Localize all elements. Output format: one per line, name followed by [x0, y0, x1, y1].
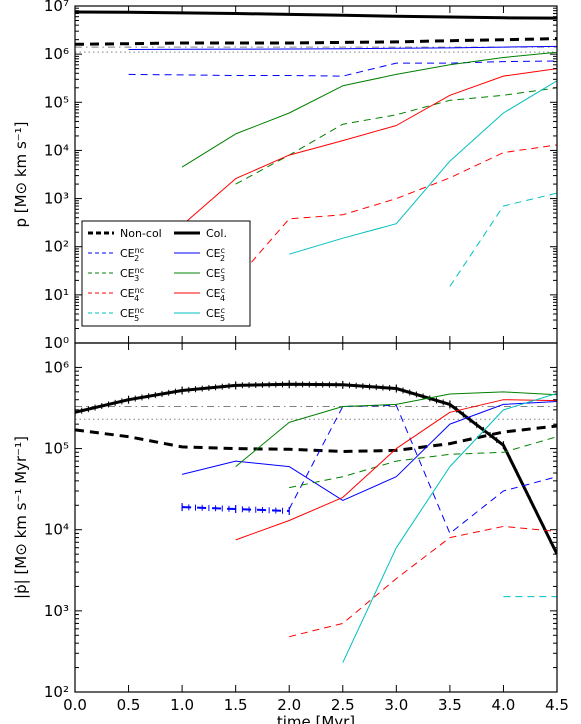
series-ce4c	[181, 68, 557, 226]
series-ce4nc	[289, 525, 557, 638]
legend-label: CEc 3	[206, 266, 225, 283]
series-line	[181, 68, 557, 226]
series-ce2nc-early	[181, 503, 290, 516]
series-line	[288, 404, 557, 534]
legend-label: CEc 5	[206, 306, 225, 323]
series-line	[75, 37, 557, 46]
y-tick-label: 10²	[44, 683, 69, 701]
x-tick-label: 0.0	[63, 696, 87, 714]
series-line	[289, 80, 557, 255]
series-line	[75, 10, 557, 20]
legend-label: CEnc 2	[120, 246, 144, 263]
series-non-col	[75, 37, 557, 46]
y-tick-label: 10⁴	[44, 141, 69, 159]
x-tick-label: 1.5	[224, 696, 248, 714]
y-tick-label: 10⁰	[44, 334, 69, 352]
series-line	[449, 192, 557, 287]
y-axis-label: |ṗ| [M⊙ km s⁻¹ Myr⁻¹]	[12, 436, 30, 599]
x-tick-label: 4.0	[492, 696, 516, 714]
y-tick-label: 10⁵	[44, 93, 69, 111]
series-line	[235, 144, 557, 281]
y-tick-label: 10²	[44, 238, 69, 256]
series-col-	[75, 10, 557, 20]
series-ce4nc	[235, 144, 557, 281]
series-ce5c	[289, 80, 557, 255]
legend-label: Non-col	[120, 227, 162, 240]
series-line	[75, 424, 557, 453]
x-tick-label: 0.5	[117, 696, 141, 714]
legend-label: CEnc 4	[120, 286, 144, 303]
y-tick-label: 10³	[44, 190, 69, 208]
series-ce2c	[181, 401, 557, 501]
series-line	[235, 399, 557, 541]
y-tick-label: 10³	[44, 602, 69, 620]
top-panel: 10⁰ 10¹ 10² 10³ 10⁴ 10⁵ 10⁶ 10⁷ p [M⊙ km s⁻¹] Non…	[12, 0, 558, 352]
series-line	[289, 436, 557, 489]
series-line	[289, 525, 557, 638]
series-line	[75, 382, 557, 555]
y-tick-label: 10⁶	[44, 358, 69, 376]
x-tick-label: 4.5	[545, 696, 569, 714]
series-ce3nc	[289, 436, 557, 489]
y-tick-label: 10⁵	[44, 440, 69, 458]
series-ce2c	[128, 45, 557, 50]
legend-label: CEnc 5	[120, 306, 144, 323]
legend-label: CEc 4	[206, 286, 225, 303]
legend-label: Col.	[206, 227, 227, 240]
legend-label: CEnc 3	[120, 266, 144, 283]
series-ce5nc	[449, 192, 557, 287]
series-line	[181, 401, 557, 501]
series-ce4c	[235, 399, 557, 541]
legend-label: CEc 2	[206, 246, 225, 263]
y-tick-label: 10⁶	[44, 45, 69, 63]
series-line	[128, 60, 557, 77]
x-tick-label: 3.5	[438, 696, 462, 714]
y-tick-label: 10¹	[44, 286, 69, 304]
x-tick-label: 1.0	[170, 696, 194, 714]
legend: Non-col Col. CEnc 2 CEc 2 CEnc 3 CEc 3 CEnc 4 CEc 4 CE…	[81, 220, 251, 327]
x-tick-label: 2.0	[277, 696, 301, 714]
series-line	[181, 51, 557, 168]
x-tick-label: 3.0	[384, 696, 408, 714]
x-axis-label: time [Myr]	[277, 713, 355, 724]
series-col-	[75, 380, 557, 559]
y-axis-label: p [M⊙ km s⁻¹]	[12, 121, 30, 227]
x-tick-label: 2.5	[331, 696, 355, 714]
series-ce2nc	[128, 60, 557, 77]
y-tick-label: 10⁷	[44, 0, 69, 15]
y-tick-label: 10⁴	[44, 521, 69, 539]
series-line	[235, 87, 557, 185]
axes-frame	[74, 342, 558, 693]
series-ce3nc	[235, 87, 557, 185]
bottom-panel: 10² 10³ 10⁴ 10⁵ 10⁶ 0.0 0.5 1.0 1.5 2.0 2.5 3.0 3.5 4…	[12, 342, 569, 724]
